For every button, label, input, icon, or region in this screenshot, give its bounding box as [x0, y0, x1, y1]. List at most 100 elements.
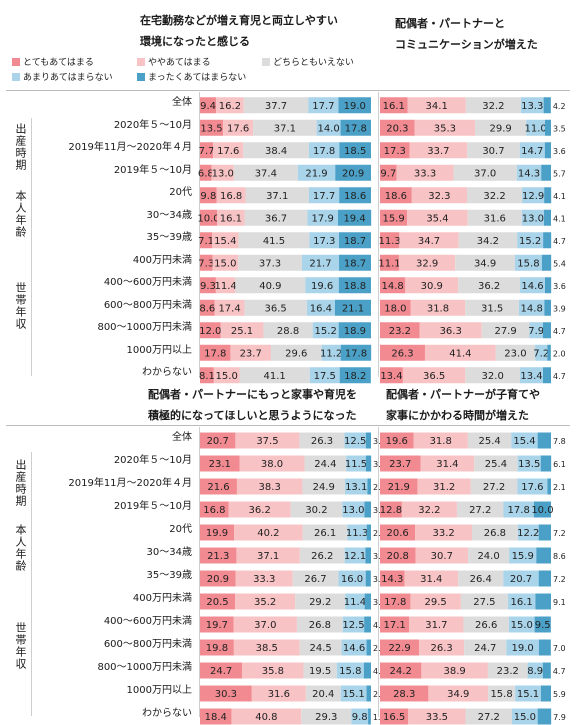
bar-segment-c2-r5-s2	[411, 187, 468, 204]
bar-segment-c4-r3-s3	[470, 478, 518, 495]
bar-value-c2-r5-s5: 4.1	[553, 192, 566, 201]
bar-value-c1-r12-s4: 11.2	[320, 348, 342, 359]
bar-segment-c1-r13-s2	[213, 367, 240, 384]
bar-value-c4-r1-s4: 15.4	[513, 436, 535, 447]
bar-value-c3-r13-s3: 29.3	[315, 712, 337, 723]
legend-swatch-4	[12, 73, 20, 81]
bottom-label-income-under-400: 400万円未満	[132, 593, 192, 604]
bottom-label-total: 全体	[172, 432, 192, 443]
bar-segment-c3-r8-s1	[200, 593, 236, 610]
legend-swatch-2	[137, 58, 145, 66]
bar-value-c1-r3-s5: 18.5	[344, 146, 366, 157]
bar-value-c3-r13-s2: 40.8	[255, 712, 277, 723]
legend-item-2: ややあてはまる	[137, 58, 211, 69]
bar-value-c3-r11-s1: 24.7	[210, 666, 232, 677]
bottom-label-age-35-39: 35～39歳	[146, 570, 192, 581]
bar-value-c3-r2-s3: 24.4	[314, 459, 336, 470]
bar-value-c4-r10-s3: 24.7	[474, 643, 496, 654]
bar-value-c1-r2-s3: 37.1	[274, 123, 296, 134]
bar-segment-c3-r3-s2	[236, 478, 303, 495]
top-label-income-under-400: 400万円未満	[132, 255, 192, 266]
top-label-income-800-1000: 800～1000万円未満	[97, 322, 192, 333]
bar-segment-c1-r5-s4	[308, 187, 340, 204]
bottom-group-age: 本人年齢	[14, 524, 27, 572]
bar-segment-c4-r12-s2	[428, 685, 489, 702]
bar-segment-c4-r5-s5	[538, 524, 551, 541]
bar-value-c3-r3-s5: 2.1	[373, 483, 386, 492]
bar-value-c2-r11-s1: 23.2	[389, 326, 411, 337]
bar-segment-c4-r2-s2	[420, 455, 475, 472]
top-label-age-30-34: 30～34歳	[146, 210, 192, 221]
bottom-label-birth-2020-may-oct: 2020年５～10月	[113, 455, 192, 466]
bar-value-c2-r12-s5: 2.0	[553, 349, 566, 358]
bar-segment-c2-r4-s3	[453, 164, 517, 181]
bar-segment-c4-r10-s5	[538, 639, 551, 656]
bar-segment-c3-r5-s1	[200, 524, 235, 541]
bar-segment-c2-r8-s3	[455, 254, 515, 271]
bar-value-c3-r1-s2: 37.5	[256, 436, 278, 447]
bar-value-c2-r1-s4: 13.3	[521, 101, 543, 112]
bar-value-c3-r7-s4: 16.0	[341, 574, 363, 585]
bar-segment-c2-r11-s5	[542, 322, 551, 339]
bar-segment-c3-r2-s2	[239, 455, 305, 472]
bar-value-c4-r12-s3: 15.8	[490, 689, 512, 700]
bar-segment-c1-r8-s4	[301, 254, 340, 271]
bar-segment-c4-r2-s3	[474, 455, 518, 472]
bar-value-c4-r13-s4: 15.0	[514, 712, 536, 723]
bar-value-c3-r11-s5: 4.2	[373, 667, 386, 676]
bar-value-c1-r3-s4: 17.8	[313, 146, 335, 157]
bar-value-c2-r13-s3: 32.0	[482, 371, 504, 382]
bar-segment-c3-r9-s1	[200, 616, 234, 633]
bar-segment-c1-r1-s4	[308, 97, 339, 114]
bar-segment-c1-r9-s3	[235, 277, 306, 294]
bar-value-c4-r12-s4: 15.1	[517, 689, 539, 700]
bar-segment-c1-r7-s5	[339, 232, 371, 249]
bar-value-c1-r11-s3: 28.8	[277, 326, 299, 337]
bar-value-c3-r3-s4: 13.1	[345, 482, 367, 493]
bar-segment-c3-r12-s4	[340, 685, 367, 702]
bar-segment-c2-r2-s1	[380, 119, 415, 136]
bar-segment-c1-r8-s5	[339, 254, 371, 271]
top-label-income-1000-plus: 1000万円以上	[126, 345, 192, 356]
bar-value-c4-r2-s3: 25.4	[485, 459, 507, 470]
chart-title-2-line2: コミュニケーションが増えた	[395, 38, 538, 51]
bar-value-c2-r6-s5: 4.1	[553, 214, 566, 223]
bar-segment-c4-r2-s1	[380, 455, 421, 472]
bar-value-c2-r3-s2: 33.7	[427, 146, 449, 157]
bar-value-c4-r10-s2: 26.3	[431, 643, 453, 654]
bar-segment-c2-r2-s3	[475, 119, 527, 136]
bar-segment-c2-r2-s4	[526, 119, 546, 136]
bar-segment-c3-r5-s2	[234, 524, 303, 541]
bar-value-c4-r5-s2: 33.2	[432, 528, 454, 539]
bar-value-c4-r4-s1: 12.8	[380, 505, 402, 516]
bar-value-c4-r12-s1: 28.3	[393, 689, 415, 700]
bar-value-c3-r5-s3: 26.1	[314, 528, 336, 539]
bar-segment-c1-r7-s3	[238, 232, 310, 249]
bar-segment-c1-r13-s5	[339, 367, 371, 384]
bar-segment-c3-r3-s4	[345, 478, 368, 495]
bar-segment-c1-r11-s5	[338, 322, 371, 339]
bar-value-c1-r10-s5: 21.1	[342, 303, 364, 314]
bar-segment-c1-r13-s1	[200, 367, 214, 384]
bar-value-c4-r7-s2: 31.4	[420, 574, 442, 585]
bar-value-c4-r6-s4: 15.9	[512, 551, 534, 562]
bar-segment-c1-r12-s1	[200, 344, 231, 361]
bar-value-c1-r11-s1: 12.0	[199, 326, 221, 337]
bar-value-c4-r8-s2: 29.5	[425, 597, 447, 608]
bar-value-c4-r5-s3: 26.8	[484, 528, 506, 539]
section-divider-rule	[6, 425, 570, 426]
bar-value-c4-r3-s5: 2.1	[553, 483, 566, 492]
bar-value-c3-r10-s2: 38.5	[256, 643, 278, 654]
bar-value-c1-r12-s1: 17.8	[204, 348, 226, 359]
bar-segment-c4-r7-s1	[380, 570, 405, 587]
bar-value-c4-r9-s1: 17.1	[383, 620, 405, 631]
bar-value-c4-r8-s3: 27.5	[473, 597, 495, 608]
bar-segment-c3-r7-s4	[338, 570, 366, 587]
bottom-label-income-600-800: 600～800万円未満	[103, 639, 192, 650]
bar-value-c3-r6-s5: 3.3	[373, 552, 386, 561]
top-section-top-rule	[6, 90, 570, 91]
bar-segment-c3-r5-s5	[366, 524, 372, 541]
bar-value-c2-r2-s1: 20.3	[386, 123, 408, 134]
bar-value-c1-r1-s2: 16.2	[219, 101, 241, 112]
bar-segment-c3-r6-s2	[236, 547, 300, 564]
